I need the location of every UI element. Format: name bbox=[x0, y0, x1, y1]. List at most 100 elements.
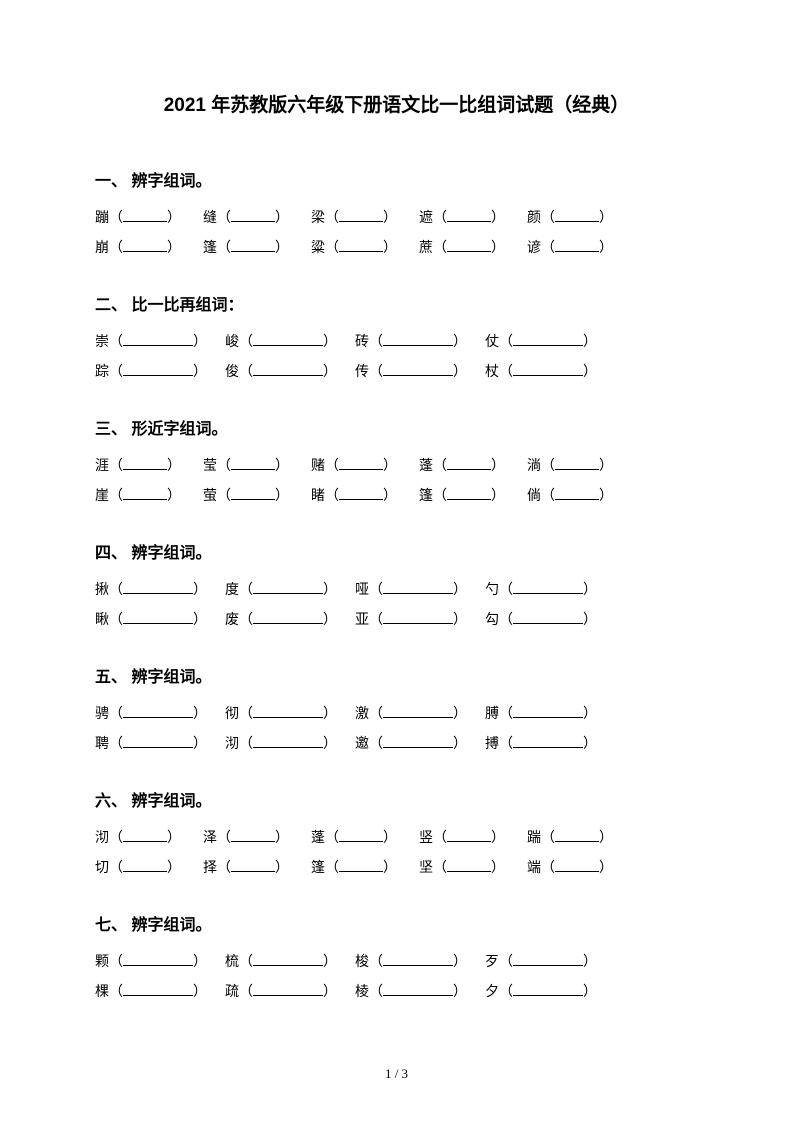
answer-blank bbox=[123, 858, 167, 872]
exercise-item: 赌（） bbox=[311, 453, 397, 481]
paren-left: （ bbox=[109, 701, 123, 729]
answer-blank bbox=[253, 704, 323, 718]
section-header: 一、 辨字组词。 bbox=[95, 167, 698, 191]
answer-blank bbox=[339, 456, 383, 470]
answer-blank bbox=[253, 580, 323, 594]
exercise-item: 萤（） bbox=[203, 483, 289, 511]
character: 睹 bbox=[311, 483, 325, 511]
paren-left: （ bbox=[217, 235, 231, 263]
answer-blank bbox=[123, 208, 167, 222]
character: 杖 bbox=[485, 359, 499, 387]
exercise-item: 泽（） bbox=[203, 825, 289, 853]
character: 废 bbox=[225, 607, 239, 635]
exercise-row: 棵（）疏（）棱（）夕（） bbox=[95, 979, 698, 1007]
gap bbox=[337, 359, 355, 387]
gap bbox=[289, 453, 311, 481]
character: 度 bbox=[225, 577, 239, 605]
exercise-item: 激（） bbox=[355, 701, 467, 729]
character: 砖 bbox=[355, 329, 369, 357]
paren-right: ） bbox=[453, 329, 467, 357]
paren-right: ） bbox=[599, 855, 613, 883]
exercise-item: 蹦（） bbox=[95, 205, 181, 233]
paren-right: ） bbox=[383, 825, 397, 853]
exercise-item: 度（） bbox=[225, 577, 337, 605]
character: 切 bbox=[95, 855, 109, 883]
gap bbox=[289, 205, 311, 233]
section-header: 二、 比一比再组词： bbox=[95, 291, 698, 315]
paren-left: （ bbox=[433, 235, 447, 263]
gap bbox=[505, 235, 527, 263]
paren-left: （ bbox=[325, 453, 339, 481]
character: 篷 bbox=[203, 235, 217, 263]
paren-right: ） bbox=[583, 329, 597, 357]
gap bbox=[337, 731, 355, 759]
gap bbox=[467, 607, 485, 635]
gap bbox=[467, 731, 485, 759]
gap bbox=[397, 453, 419, 481]
character: 涯 bbox=[95, 453, 109, 481]
exercise-row: 揪（）度（）哑（）勺（） bbox=[95, 577, 698, 605]
paren-right: ） bbox=[453, 359, 467, 387]
paren-left: （ bbox=[541, 453, 555, 481]
gap bbox=[207, 731, 225, 759]
character: 聘 bbox=[95, 731, 109, 759]
paren-right: ） bbox=[275, 855, 289, 883]
paren-left: （ bbox=[217, 825, 231, 853]
paren-right: ） bbox=[583, 701, 597, 729]
gap bbox=[397, 483, 419, 511]
section: 三、 形近字组词。涯（）莹（）赌（）蓬（）淌（）崖（）萤（）睹（）篷（）倘（） bbox=[95, 415, 698, 511]
character: 崇 bbox=[95, 329, 109, 357]
gap bbox=[505, 205, 527, 233]
paren-right: ） bbox=[583, 359, 597, 387]
paren-right: ） bbox=[453, 979, 467, 1007]
exercise-row: 切（）择（）篷（）坚（）端（） bbox=[95, 855, 698, 883]
paren-left: （ bbox=[541, 483, 555, 511]
paren-right: ） bbox=[193, 701, 207, 729]
character: 骋 bbox=[95, 701, 109, 729]
paren-left: （ bbox=[369, 979, 383, 1007]
gap bbox=[337, 329, 355, 357]
paren-right: ） bbox=[599, 205, 613, 233]
answer-blank bbox=[447, 486, 491, 500]
answer-blank bbox=[447, 858, 491, 872]
character: 哑 bbox=[355, 577, 369, 605]
answer-blank bbox=[123, 828, 167, 842]
character: 搏 bbox=[485, 731, 499, 759]
exercise-item: 夕（） bbox=[485, 979, 597, 1007]
answer-blank bbox=[123, 580, 193, 594]
character: 萤 bbox=[203, 483, 217, 511]
exercise-item: 废（） bbox=[225, 607, 337, 635]
exercise-item: 彻（） bbox=[225, 701, 337, 729]
answer-blank bbox=[555, 486, 599, 500]
character: 颜 bbox=[527, 205, 541, 233]
character: 崖 bbox=[95, 483, 109, 511]
answer-blank bbox=[555, 456, 599, 470]
answer-blank bbox=[555, 858, 599, 872]
character: 梁 bbox=[311, 205, 325, 233]
exercise-item: 蓬（） bbox=[311, 825, 397, 853]
character: 夕 bbox=[485, 979, 499, 1007]
exercise-item: 莹（） bbox=[203, 453, 289, 481]
paren-right: ） bbox=[167, 483, 181, 511]
character: 沏 bbox=[225, 731, 239, 759]
paren-left: （ bbox=[499, 701, 513, 729]
gap bbox=[207, 359, 225, 387]
gap bbox=[467, 359, 485, 387]
exercise-item: 遮（） bbox=[419, 205, 505, 233]
gap bbox=[207, 979, 225, 1007]
section: 一、 辨字组词。蹦（）缝（）梁（）遮（）颜（）崩（）篷（）粱（）蔗（）谚（） bbox=[95, 167, 698, 263]
paren-right: ） bbox=[583, 949, 597, 977]
gap bbox=[337, 701, 355, 729]
gap bbox=[181, 483, 203, 511]
section-header: 七、 辨字组词。 bbox=[95, 911, 698, 935]
answer-blank bbox=[123, 734, 193, 748]
gap bbox=[505, 825, 527, 853]
character: 彻 bbox=[225, 701, 239, 729]
character: 梭 bbox=[355, 949, 369, 977]
paren-right: ） bbox=[323, 949, 337, 977]
character: 棱 bbox=[355, 979, 369, 1007]
paren-right: ） bbox=[383, 855, 397, 883]
character: 勾 bbox=[485, 607, 499, 635]
character: 蓬 bbox=[311, 825, 325, 853]
paren-left: （ bbox=[369, 359, 383, 387]
